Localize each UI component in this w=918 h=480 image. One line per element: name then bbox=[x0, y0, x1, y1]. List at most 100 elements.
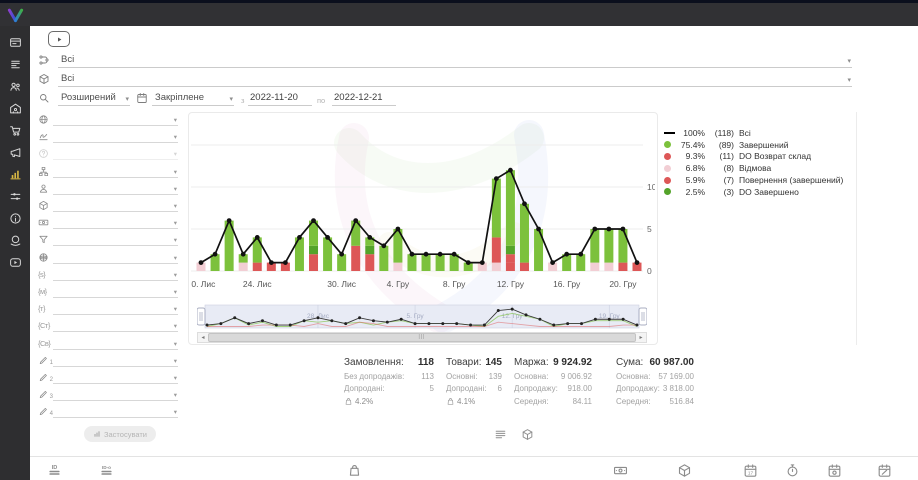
id-column-toggle[interactable]: ID bbox=[46, 463, 63, 478]
filter-select-15[interactable]: ▾ bbox=[53, 354, 178, 367]
demo-video-button[interactable] bbox=[48, 31, 70, 47]
scrollbar-thumb[interactable]: ||| bbox=[208, 333, 636, 342]
globe-hand-icon bbox=[9, 234, 22, 247]
navigator-right-handle[interactable] bbox=[638, 307, 648, 326]
filter-select-7[interactable]: ▾ bbox=[53, 216, 178, 230]
sidebar-item-orders[interactable] bbox=[0, 53, 30, 75]
filter-row-1: ▾ bbox=[38, 111, 178, 128]
chart-scrollbar[interactable]: ◂ ||| ▸ bbox=[197, 332, 647, 343]
sidebar-item-tutorials[interactable] bbox=[0, 251, 30, 273]
filter-select-4[interactable]: ▾ bbox=[53, 165, 178, 178]
funnel-filter-select[interactable]: Всі ▾ bbox=[58, 52, 852, 68]
legend-percent: 75.4% bbox=[680, 139, 705, 150]
filter-select-8[interactable]: ▾ bbox=[53, 233, 178, 247]
summary-value: 145 bbox=[485, 357, 502, 368]
filter-select-6[interactable]: ▾ bbox=[53, 199, 178, 213]
filter-select-1[interactable]: ▾ bbox=[53, 113, 178, 127]
view-toggles bbox=[494, 428, 534, 441]
pencil-icon: 1 bbox=[38, 355, 53, 366]
sidebar-item-marketing[interactable] bbox=[0, 141, 30, 163]
brand-triangle-logo[interactable] bbox=[5, 4, 26, 25]
filter-row-5: ▾ bbox=[38, 180, 178, 197]
calendar-auto-column-toggle[interactable] bbox=[826, 463, 843, 478]
time-column-toggle[interactable] bbox=[784, 463, 801, 478]
filter-select-5[interactable]: ▾ bbox=[53, 182, 178, 195]
product-column-toggle[interactable] bbox=[676, 463, 693, 478]
product-filter-select[interactable]: Всі ▾ bbox=[58, 71, 852, 87]
pencil-icon: 2 bbox=[38, 372, 53, 383]
chevron-down-icon: ▾ bbox=[173, 134, 177, 142]
summary-value: 9 924.92 bbox=[553, 357, 592, 368]
glyph-icon: {Ст} bbox=[38, 321, 50, 331]
summary-items: Товари: 145 Основні: 139 Допродані: 6 4.1% bbox=[446, 357, 502, 406]
chart-navigator[interactable]: 28. Лис 5. Гру 12. Гру 19. Гру bbox=[196, 304, 648, 336]
sidebar-item-customers[interactable] bbox=[0, 75, 30, 97]
bag-column-toggle[interactable] bbox=[346, 463, 363, 478]
stats-icon bbox=[9, 168, 22, 181]
money-column-toggle[interactable] bbox=[612, 463, 629, 478]
scroll-right-arrow-icon[interactable]: ▸ bbox=[639, 335, 643, 341]
filter-select-14[interactable]: ▾ bbox=[53, 337, 178, 350]
date-to-value: 2022-12-21 bbox=[334, 92, 383, 103]
filter-select-17[interactable]: ▾ bbox=[53, 388, 178, 402]
sidebar-item-warehouse[interactable] bbox=[0, 97, 30, 119]
legend-count: (118) bbox=[714, 127, 734, 138]
chevron-down-icon: ▾ bbox=[173, 323, 177, 331]
sidebar-item-statistics[interactable] bbox=[0, 163, 30, 185]
filter-select-3[interactable]: ▾ bbox=[53, 147, 178, 161]
legend-item-3[interactable]: 9.3% (11) DO Возврат склад bbox=[664, 151, 859, 163]
summary-subrow: Середня: 84.11 bbox=[514, 396, 592, 406]
pencil-icon: 4 bbox=[38, 406, 53, 417]
filter-select-2[interactable]: ▾ bbox=[53, 130, 178, 144]
filter-select-9[interactable]: ▾ bbox=[53, 251, 178, 264]
users-icon bbox=[9, 80, 22, 93]
filter-panel: ▾ ▾ ▾ ▾ ▾ ▾ ▾ ▾ ▾ {s} ▾ {м} ▾ {т} ▾ {Ст} ▾ {Св} ▾ 1 ▾ 2 ▾ 3 ▾ 4 ▾ bbox=[38, 111, 178, 420]
search-mode-select[interactable]: Розширений ▾ bbox=[58, 90, 130, 106]
legend-item-1[interactable]: 100% (118) Всі bbox=[664, 127, 859, 139]
filter-select-13[interactable]: ▾ bbox=[53, 319, 178, 333]
calendar-edit-column-toggle[interactable] bbox=[876, 463, 893, 478]
video-icon bbox=[9, 256, 22, 269]
summary-title: Маржа: bbox=[514, 357, 549, 368]
orders-chart[interactable]: 0 5 10 20. Лис 24. Лис 30. Лис 4. Гру 8. Гру 12.… bbox=[187, 119, 657, 300]
legend-item-5[interactable]: 5.9% (7) Повернення (завершений) bbox=[664, 174, 859, 186]
legend-item-6[interactable]: 2.5% (3) DO Завершено bbox=[664, 186, 859, 198]
filter-select-18[interactable]: ▾ bbox=[53, 405, 178, 419]
legend-percent: 2.5% bbox=[685, 186, 705, 197]
chevron-down-icon: ▾ bbox=[173, 288, 177, 296]
date-column-toggle[interactable]: 17 bbox=[742, 463, 759, 478]
sidebar-item-dashboard[interactable] bbox=[0, 31, 30, 53]
globe-icon bbox=[38, 114, 53, 125]
sidebar-item-network[interactable] bbox=[0, 229, 30, 251]
period-type-select[interactable]: Закріплене ▾ bbox=[152, 90, 234, 106]
filter-select-12[interactable]: ▾ bbox=[53, 302, 178, 316]
svg-text:5. Гру: 5. Гру bbox=[406, 313, 424, 320]
svg-text:30. Лис: 30. Лис bbox=[327, 279, 357, 289]
apply-button[interactable]: Застосувати bbox=[84, 426, 156, 442]
legend-label: Завершений bbox=[739, 139, 789, 150]
filter-select-10[interactable]: ▾ bbox=[53, 268, 178, 281]
filter-row-4: ▾ bbox=[38, 163, 178, 180]
filter-select-16[interactable]: ▾ bbox=[53, 371, 178, 384]
chevron-down-icon: ▾ bbox=[173, 117, 177, 125]
date-from-input[interactable]: 2022-11-20 bbox=[248, 91, 312, 106]
sidebar-item-purchases[interactable] bbox=[0, 119, 30, 141]
summary-title: Товари: bbox=[446, 357, 482, 368]
svg-text:19. Гру: 19. Гру bbox=[599, 313, 621, 320]
legend-item-2[interactable]: 75.4% (89) Завершений bbox=[664, 139, 859, 151]
sidebar-item-info[interactable] bbox=[0, 207, 30, 229]
id-source-column-toggle[interactable]: ID-o bbox=[98, 463, 115, 478]
scroll-left-arrow-icon[interactable]: ◂ bbox=[201, 335, 205, 341]
date-to-input[interactable]: 2022-12-21 bbox=[332, 91, 396, 106]
filter-row-6: ▾ bbox=[38, 197, 178, 214]
navigator-left-handle[interactable] bbox=[196, 307, 206, 326]
legend-percent: 9.3% bbox=[685, 151, 705, 162]
upsell-share: 4.1% bbox=[446, 397, 502, 406]
orders-chart-card: 0 5 10 20. Лис 24. Лис 30. Лис 4. Гру 8. Гру 12.… bbox=[187, 112, 658, 345]
products-view-button[interactable] bbox=[521, 428, 534, 441]
legend-item-4[interactable]: 6.8% (8) Відмова bbox=[664, 162, 859, 174]
filter-select-11[interactable]: ▾ bbox=[53, 285, 178, 298]
list-view-button[interactable] bbox=[494, 428, 507, 441]
filter-row-13: {Ст} ▾ bbox=[38, 317, 178, 334]
sidebar-item-settings[interactable] bbox=[0, 185, 30, 207]
